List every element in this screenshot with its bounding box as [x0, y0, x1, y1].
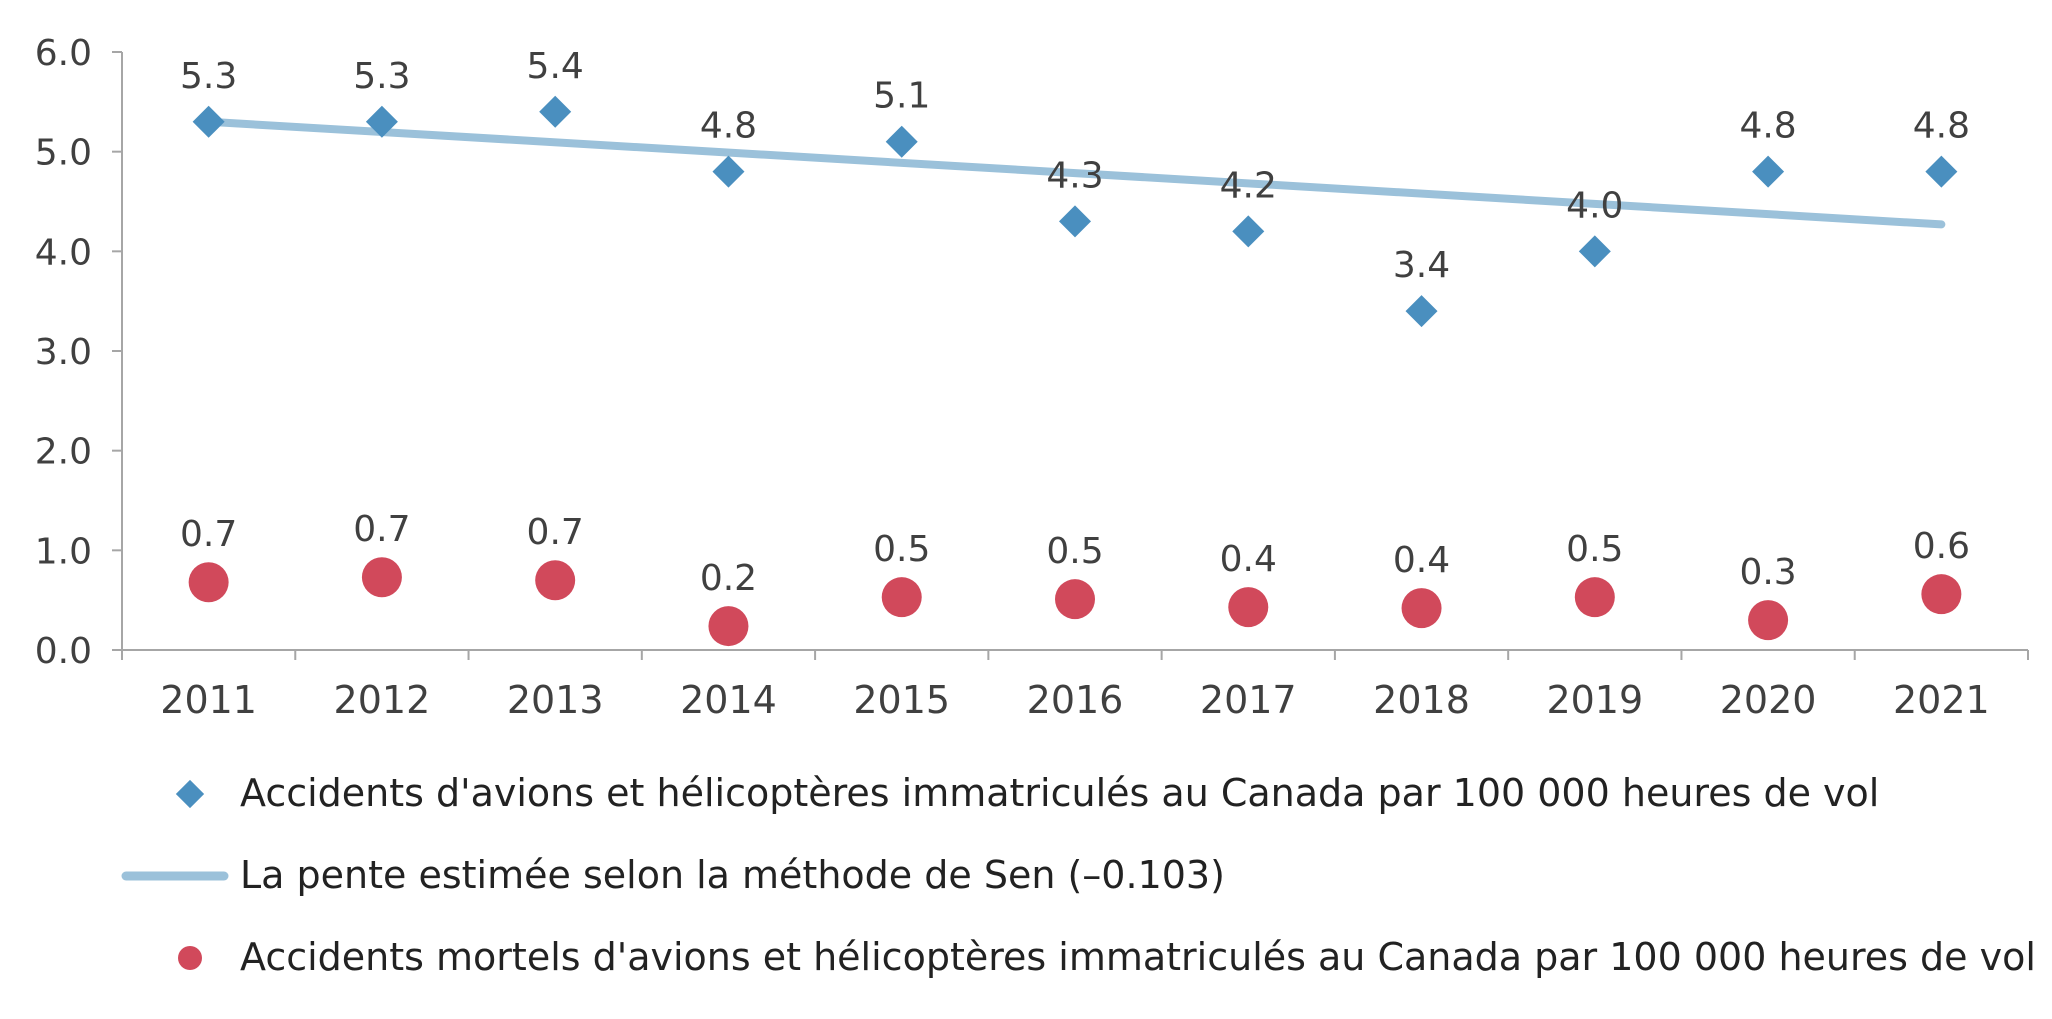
legend-item-accidents: Accidents d'avions et hélicoptères immat… — [130, 770, 2030, 852]
fatal-rate-label: 0.2 — [700, 558, 757, 599]
accident-rate-point — [1232, 215, 1265, 248]
fatal-rate-point — [1574, 577, 1615, 618]
fatal-rate-label: 0.7 — [527, 512, 584, 553]
trend-line — [204, 117, 1946, 229]
accident-rate-label: 5.4 — [527, 46, 584, 87]
fatal-rate-point — [1401, 588, 1442, 629]
fatal-rate-label: 0.5 — [873, 529, 930, 570]
accident-rate-label: 5.3 — [180, 56, 237, 97]
accident-rate-point — [1925, 155, 1958, 188]
legend-item-fatal: Accidents mortels d'avions et hélicoptèr… — [130, 934, 2036, 1016]
y-tick-label: 1.0 — [35, 531, 92, 572]
legend-label-fatal: Accidents mortels d'avions et hélicoptèr… — [240, 935, 2036, 979]
x-tick-label: 2018 — [1373, 678, 1470, 722]
x-tick-label: 2021 — [1893, 678, 1990, 722]
legend-circle-icon — [178, 946, 202, 970]
fatal-rate-point — [881, 577, 922, 618]
x-tick-label: 2019 — [1546, 678, 1643, 722]
chart: 0.0 1.0 2.0 3.0 4.0 5.0 6.0 2011 2012 2013 2014 201… — [35, 33, 2029, 722]
fatal-rate-label: 0.4 — [1393, 540, 1450, 581]
x-tick-label: 2017 — [1200, 678, 1297, 722]
accident-rate-label: 4.8 — [700, 106, 757, 147]
fatal-rate-label: 0.7 — [353, 509, 410, 550]
fatal-rate-point — [535, 560, 576, 601]
fatal-rate-label: 0.7 — [180, 514, 237, 555]
accident-rate-point — [1578, 235, 1611, 268]
x-tick-label: 2020 — [1720, 678, 1817, 722]
fatal-rate-point — [1748, 600, 1789, 641]
fatal-rate-label: 0.3 — [1739, 552, 1796, 593]
accident-rate-point — [1405, 295, 1438, 328]
accident-rate-point — [192, 105, 225, 138]
fatal-rate-point — [708, 606, 749, 647]
x-tick-label: 2014 — [680, 678, 777, 722]
accident-rate-label: 5.3 — [353, 56, 410, 97]
accident-rate-point — [1059, 205, 1091, 238]
legend-item-trend: La pente estimée selon la méthode de Sen… — [121, 852, 2030, 934]
fatal-rate-point — [1228, 587, 1269, 628]
accident-rate-label: 4.8 — [1739, 106, 1796, 147]
accident-rate-label: 4.0 — [1566, 185, 1623, 226]
accident-rate-label: 4.8 — [1913, 106, 1970, 147]
x-tick-label: 2013 — [507, 678, 604, 722]
legend: Accidents d'avions et hélicoptères immat… — [121, 770, 2036, 1016]
accident-rate-point — [1752, 155, 1785, 188]
accident-rate-label: 4.3 — [1046, 155, 1103, 196]
fatal-rate-point — [1055, 579, 1095, 620]
legend-line-icon — [121, 871, 229, 881]
fatal-rate-point — [188, 562, 229, 603]
accident-rate-label: 5.1 — [873, 76, 930, 117]
y-tick-label: 4.0 — [35, 232, 92, 273]
accident-rate-point — [365, 105, 398, 138]
x-tick-label: 2016 — [1027, 678, 1124, 722]
fatal-rate-label: 0.5 — [1566, 529, 1623, 570]
x-tick-label: 2011 — [160, 678, 257, 722]
accident-rate-label: 3.4 — [1393, 245, 1450, 286]
x-tick-label: 2015 — [853, 678, 950, 722]
legend-label-accidents: Accidents d'avions et hélicoptères immat… — [240, 771, 1880, 815]
fatal-rate-point — [361, 557, 402, 598]
x-tick-label: 2012 — [334, 678, 431, 722]
fatal-rate-label: 0.5 — [1046, 531, 1103, 572]
y-tick-label: 3.0 — [35, 332, 92, 373]
accident-rate-point — [712, 155, 745, 188]
y-tick-label: 5.0 — [35, 133, 92, 174]
fatal-rate-point — [1921, 574, 1962, 615]
accident-rate-point — [885, 125, 918, 158]
legend-label-trend: La pente estimée selon la méthode de Sen… — [240, 853, 1225, 897]
accident-rate-label: 4.2 — [1220, 165, 1277, 206]
y-tick-label: 6.0 — [35, 33, 92, 74]
y-tick-label: 0.0 — [35, 631, 92, 672]
fatal-rate-label: 0.4 — [1220, 539, 1277, 580]
legend-diamond-icon — [175, 779, 205, 809]
y-tick-label: 2.0 — [35, 432, 92, 473]
accident-rate-point — [539, 95, 572, 128]
fatal-rate-label: 0.6 — [1913, 526, 1970, 567]
